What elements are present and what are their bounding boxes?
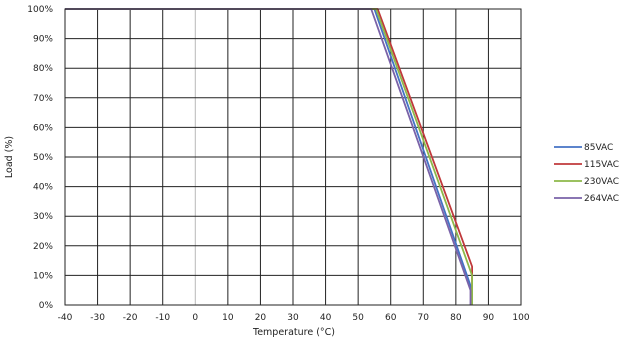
x-axis-title: Temperature (°C) (252, 327, 335, 338)
y-tick-label: 50% (33, 153, 53, 163)
x-tick-label: -20 (123, 313, 138, 323)
y-tick-label: 40% (33, 183, 53, 193)
y-tick-label: 0% (39, 301, 54, 311)
legend-label: 264VAC (584, 194, 619, 204)
legend: 85VAC 115VAC 230VAC 264VAC (554, 143, 619, 204)
y-tick-labels: 0% 10% 20% 30% 40% 50% 60% 70% 80% 90% 100% (27, 5, 53, 311)
x-tick-label: 100 (512, 313, 529, 323)
x-tick-label: 90 (483, 313, 495, 323)
x-tick-label: -10 (155, 313, 170, 323)
legend-label: 230VAC (584, 177, 619, 187)
x-tick-label: -40 (58, 313, 73, 323)
x-tick-label: 40 (320, 313, 332, 323)
y-tick-label: 20% (33, 242, 53, 252)
x-tick-label: 60 (385, 313, 397, 323)
x-tick-label: 70 (418, 313, 430, 323)
x-tick-labels: -40 -30 -20 -10 0 10 20 30 40 50 60 70 80 90 100 (58, 313, 530, 323)
y-tick-label: 100% (27, 5, 53, 15)
y-tick-label: 10% (33, 271, 53, 281)
x-tick-label: 50 (352, 313, 364, 323)
y-tick-label: 80% (33, 64, 53, 74)
y-tick-label: 70% (33, 94, 53, 104)
x-tick-label: 80 (450, 313, 462, 323)
legend-label: 115VAC (584, 160, 619, 170)
x-tick-label: 30 (287, 313, 299, 323)
y-tick-label: 30% (33, 212, 53, 222)
x-tick-label: 20 (255, 313, 267, 323)
x-tick-label: -30 (90, 313, 105, 323)
grid (64, 8, 522, 306)
legend-label: 85VAC (584, 143, 613, 153)
y-tick-label: 90% (33, 35, 53, 45)
plot-frame (64, 8, 522, 306)
y-tick-label: 60% (33, 123, 53, 133)
x-tick-label: 10 (222, 313, 234, 323)
y-axis-title: Load (%) (4, 136, 15, 178)
x-tick-label: 0 (192, 313, 198, 323)
